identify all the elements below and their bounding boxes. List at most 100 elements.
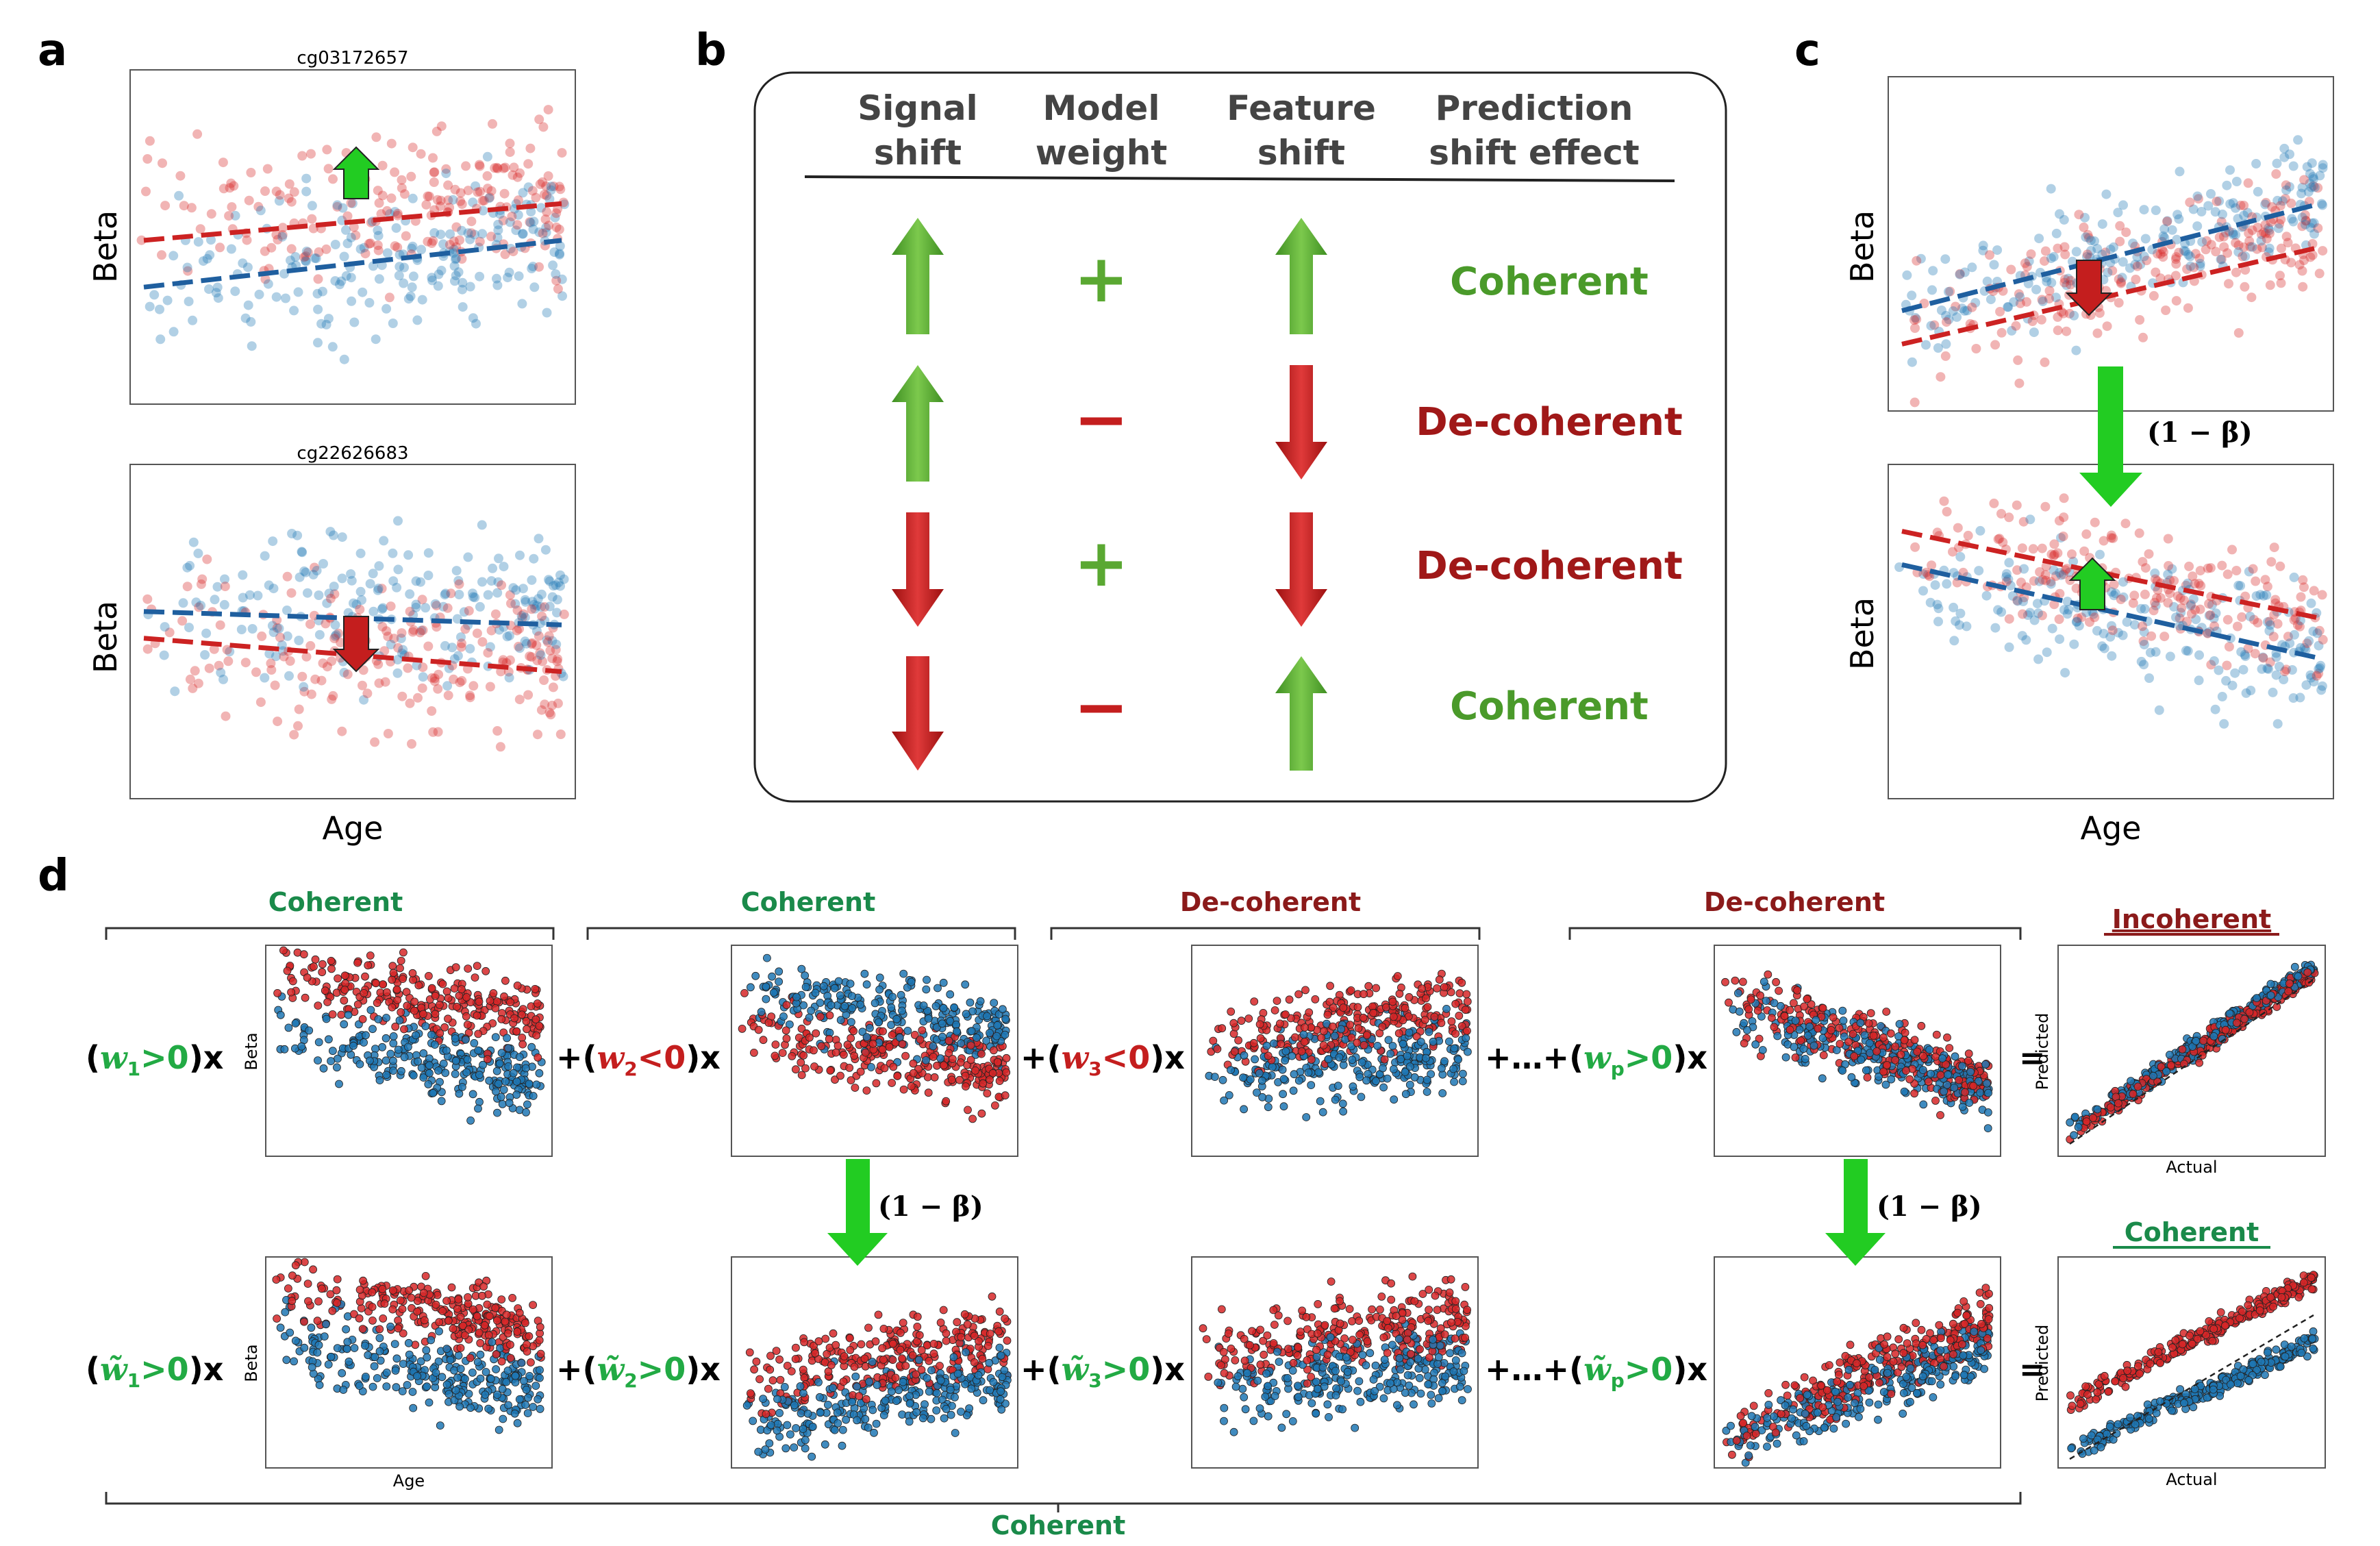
data-point — [284, 1284, 292, 1293]
panel-letter-b: b — [695, 25, 727, 76]
data-point — [392, 655, 403, 665]
data-point — [836, 991, 844, 1000]
data-point — [454, 579, 464, 589]
data-point — [955, 1075, 964, 1084]
data-point — [351, 599, 362, 610]
data-point — [2240, 282, 2250, 292]
data-point — [427, 673, 437, 683]
data-point — [1262, 1041, 1271, 1050]
data-point — [2266, 557, 2277, 567]
data-point — [525, 651, 535, 662]
data-point — [1805, 1022, 1814, 1031]
data-point — [2212, 197, 2222, 207]
data-point — [918, 1026, 927, 1034]
data-point — [436, 229, 446, 240]
data-point — [2169, 575, 2179, 586]
data-point — [453, 267, 464, 277]
data-point — [2264, 247, 2274, 258]
data-point — [548, 260, 558, 271]
data-point — [2224, 642, 2234, 652]
data-point — [2109, 590, 2119, 601]
data-point — [2139, 251, 2149, 262]
data-point — [330, 240, 340, 249]
data-point — [1353, 1003, 1362, 1012]
data-point — [1362, 1076, 1370, 1085]
data-point — [1369, 1008, 1378, 1017]
data-point — [390, 241, 400, 251]
data-point — [185, 560, 195, 571]
data-point — [546, 710, 556, 720]
data-point — [898, 1040, 907, 1049]
data-point — [1339, 1107, 1347, 1116]
data-point — [2053, 548, 2063, 558]
data-point — [2203, 201, 2214, 211]
data-point — [394, 1324, 403, 1333]
data-point — [2064, 308, 2075, 319]
data-point — [438, 239, 449, 249]
data-point — [2216, 216, 2227, 227]
data-point — [2314, 269, 2325, 279]
data-point — [1919, 1051, 1927, 1060]
data-point — [1389, 1012, 1398, 1021]
header-effect-1: Prediction — [1436, 88, 1633, 128]
data-point — [506, 998, 514, 1007]
data-point — [449, 1324, 458, 1333]
data-point — [2281, 664, 2292, 675]
data-point — [2146, 631, 2157, 641]
data-point — [525, 217, 535, 227]
data-point — [510, 1014, 518, 1023]
data-point — [549, 182, 559, 192]
data-point — [1420, 1016, 1429, 1024]
data-point — [522, 1017, 531, 1025]
data-point — [512, 220, 523, 230]
data-point — [2071, 345, 2081, 356]
data-point — [447, 643, 458, 653]
data-point — [1967, 262, 1977, 273]
data-point — [527, 1043, 536, 1051]
data-point — [1740, 1039, 1749, 1048]
data-point — [273, 716, 283, 727]
data-point — [973, 1034, 981, 1042]
data-point — [376, 209, 386, 219]
data-point — [295, 572, 305, 582]
data-point — [2297, 266, 2307, 276]
data-point — [523, 1025, 531, 1034]
data-point — [555, 241, 565, 251]
data-point — [306, 149, 316, 159]
data-point — [2037, 543, 2047, 553]
data-point — [2272, 719, 2283, 729]
data-point — [2108, 533, 2118, 543]
data-point — [418, 625, 428, 636]
data-point — [2171, 252, 2181, 262]
data-point — [2219, 242, 2229, 252]
data-point — [499, 1086, 508, 1094]
data-point — [812, 1029, 821, 1038]
trend-line — [143, 238, 562, 290]
data-point — [408, 241, 418, 251]
data-point — [393, 564, 403, 575]
data-point — [2268, 687, 2278, 697]
data-point — [2306, 182, 2316, 192]
data-point — [2264, 223, 2274, 234]
data-point — [309, 1265, 318, 1274]
data-point — [322, 145, 332, 155]
data-point — [483, 590, 493, 600]
data-point — [490, 163, 500, 173]
data-point — [226, 244, 236, 254]
data-point — [1294, 990, 1303, 999]
data-point — [373, 240, 383, 250]
data-point — [513, 195, 523, 205]
data-point — [875, 985, 884, 994]
data-point — [2175, 593, 2185, 603]
data-point — [2239, 201, 2249, 210]
data-point — [329, 530, 338, 540]
data-point — [340, 1020, 349, 1029]
data-point — [1836, 1040, 1844, 1048]
data-point — [381, 626, 392, 636]
data-point — [1320, 1027, 1328, 1036]
data-point — [301, 567, 311, 577]
data-point — [170, 686, 180, 697]
data-point — [416, 577, 425, 587]
data-point — [2250, 649, 2260, 659]
data-point — [2284, 987, 2293, 996]
